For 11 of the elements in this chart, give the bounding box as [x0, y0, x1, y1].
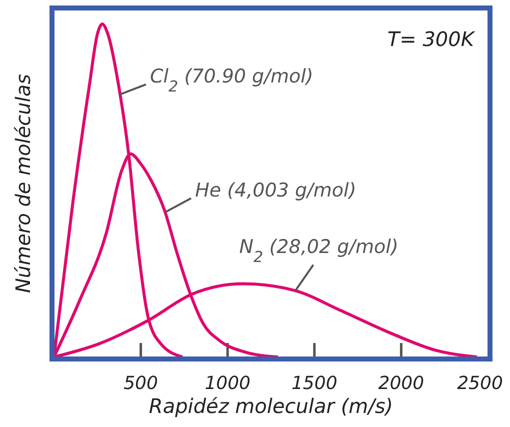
x-tick-label: 500 — [124, 373, 158, 394]
annotation: T= 300K — [387, 27, 476, 51]
x-axis-title: Rapidéz molecular (m/s) — [148, 394, 394, 418]
x-tick-label: 2000 — [378, 373, 424, 394]
series-label: Cl$_{2}$ (70.90 g/mol) — [150, 65, 314, 96]
series-label: He (4,003 g/mol) — [195, 179, 356, 202]
x-tick-label: 2500 — [457, 373, 503, 394]
x-tick-label: 1500 — [291, 373, 338, 394]
x-tick-label: 1000 — [204, 373, 251, 394]
series-label: N$_{2}$ (28,02 g/mol) — [239, 236, 398, 266]
y-axis-title: Número de moléculas — [11, 74, 35, 294]
